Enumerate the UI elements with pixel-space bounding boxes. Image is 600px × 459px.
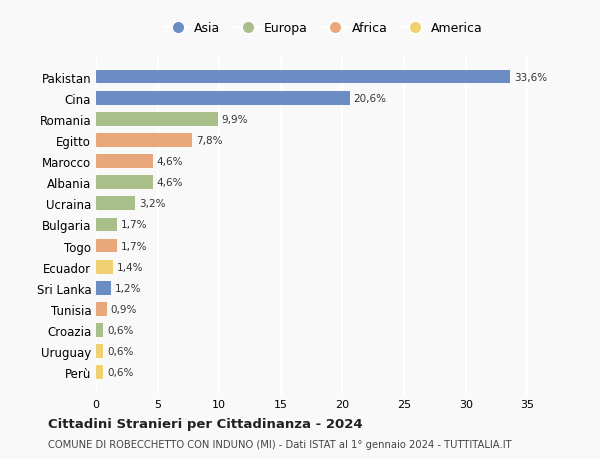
Text: Cittadini Stranieri per Cittadinanza - 2024: Cittadini Stranieri per Cittadinanza - 2… — [48, 417, 362, 430]
Bar — [96, 302, 107, 316]
Text: 0,9%: 0,9% — [111, 304, 137, 314]
Text: COMUNE DI ROBECCHETTO CON INDUNO (MI) - Dati ISTAT al 1° gennaio 2024 - TUTTITAL: COMUNE DI ROBECCHETTO CON INDUNO (MI) - … — [48, 440, 512, 449]
Bar — [96, 324, 103, 337]
Bar — [96, 197, 136, 211]
Bar — [96, 260, 113, 274]
Bar — [96, 218, 117, 232]
Bar — [96, 345, 103, 358]
Bar — [96, 176, 152, 190]
Text: 1,2%: 1,2% — [115, 283, 141, 293]
Text: 0,6%: 0,6% — [107, 368, 133, 377]
Bar — [96, 366, 103, 379]
Text: 1,7%: 1,7% — [121, 220, 147, 230]
Text: 4,6%: 4,6% — [157, 178, 183, 188]
Bar — [96, 71, 510, 84]
Bar — [96, 92, 350, 105]
Text: 3,2%: 3,2% — [139, 199, 166, 209]
Text: 0,6%: 0,6% — [107, 347, 133, 356]
Text: 4,6%: 4,6% — [157, 157, 183, 167]
Text: 7,8%: 7,8% — [196, 135, 223, 146]
Legend: Asia, Europa, Africa, America: Asia, Europa, Africa, America — [160, 17, 488, 40]
Text: 33,6%: 33,6% — [514, 73, 547, 82]
Bar — [96, 155, 152, 168]
Text: 9,9%: 9,9% — [222, 115, 248, 124]
Text: 20,6%: 20,6% — [353, 94, 386, 103]
Text: 1,4%: 1,4% — [117, 262, 143, 272]
Text: 1,7%: 1,7% — [121, 241, 147, 251]
Bar — [96, 112, 218, 126]
Bar — [96, 281, 111, 295]
Bar — [96, 134, 192, 147]
Bar — [96, 239, 117, 253]
Text: 0,6%: 0,6% — [107, 325, 133, 335]
